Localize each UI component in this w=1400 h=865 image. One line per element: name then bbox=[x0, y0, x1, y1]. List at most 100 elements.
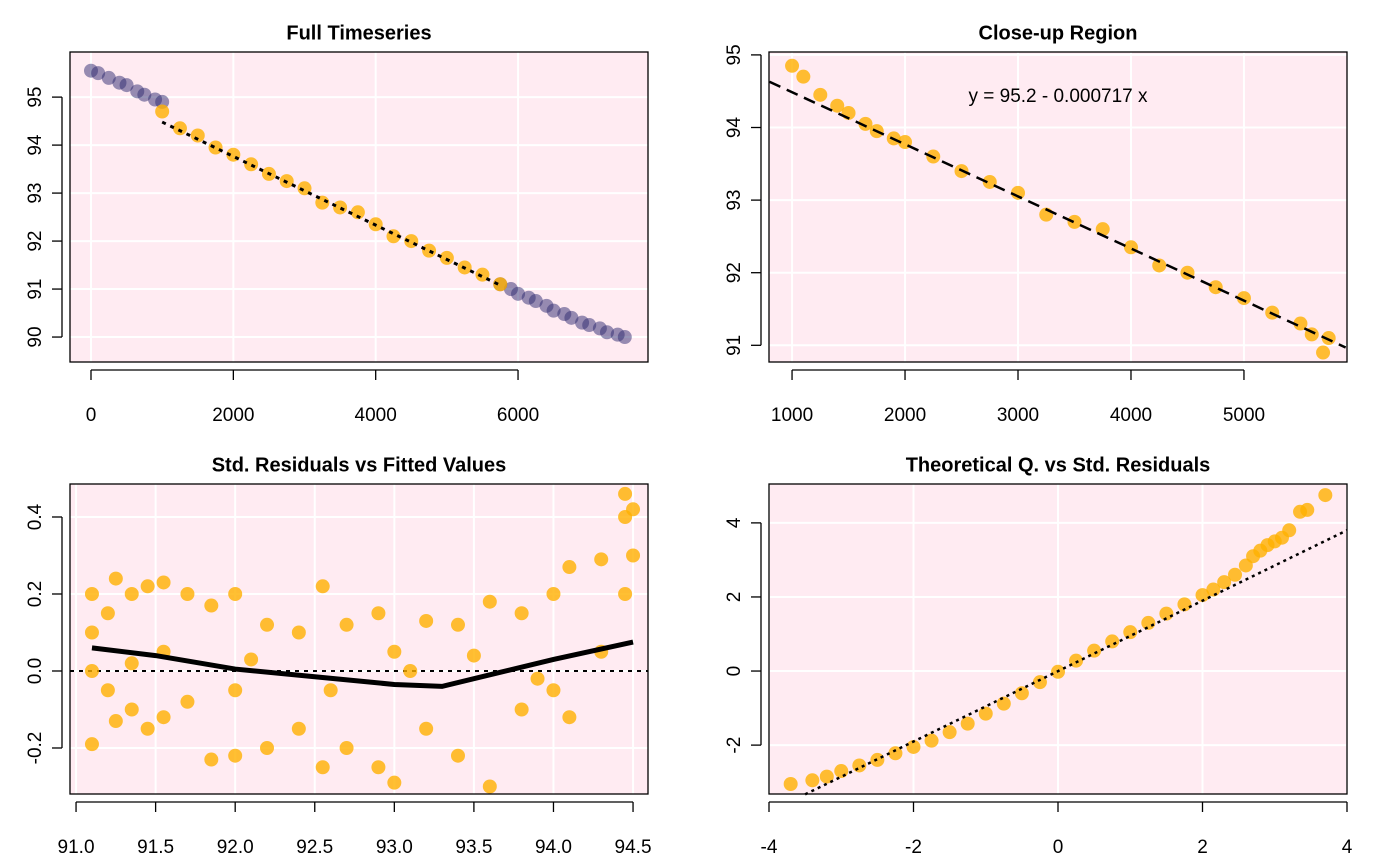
x-tick-label: 4 bbox=[1342, 837, 1353, 858]
point bbox=[204, 752, 219, 767]
point bbox=[594, 552, 609, 567]
x-tick-label: 1000 bbox=[771, 405, 813, 426]
point bbox=[582, 318, 597, 333]
point bbox=[137, 87, 152, 102]
y-tick-label: -0.2 bbox=[25, 732, 46, 765]
point bbox=[546, 303, 561, 318]
point bbox=[546, 683, 561, 698]
x-tick-label: 2000 bbox=[884, 405, 926, 426]
x-tick-label: 0 bbox=[1053, 837, 1064, 858]
y-tick-label: 94 bbox=[724, 117, 745, 139]
panel-title: Close-up Region bbox=[979, 22, 1138, 44]
point bbox=[101, 70, 116, 85]
point bbox=[1032, 675, 1047, 690]
point bbox=[260, 617, 275, 632]
point bbox=[564, 310, 579, 325]
point bbox=[156, 710, 171, 725]
point bbox=[323, 683, 338, 698]
point bbox=[403, 663, 418, 678]
panel-title: Std. Residuals vs Fitted Values bbox=[212, 454, 507, 476]
x-tick-label: 2000 bbox=[212, 405, 254, 426]
point bbox=[834, 764, 849, 779]
point bbox=[450, 617, 465, 632]
x-tick-label: -4 bbox=[761, 837, 778, 858]
point bbox=[1316, 345, 1331, 360]
point bbox=[84, 663, 99, 678]
point bbox=[978, 706, 993, 721]
point bbox=[84, 625, 99, 640]
plot-frame bbox=[69, 483, 649, 795]
y-tick-label: 2 bbox=[724, 592, 745, 603]
point bbox=[100, 606, 115, 621]
point bbox=[297, 181, 312, 196]
x-tick-label: 91.0 bbox=[58, 837, 95, 858]
x-tick-label: -2 bbox=[905, 837, 922, 858]
x-tick-label: 94.0 bbox=[535, 837, 572, 858]
point bbox=[870, 752, 885, 767]
point bbox=[482, 594, 497, 609]
point bbox=[1123, 240, 1138, 255]
y-tick-label: 0.2 bbox=[25, 581, 46, 607]
point bbox=[475, 267, 490, 282]
point bbox=[180, 694, 195, 709]
x-tick-label: 91.5 bbox=[137, 837, 174, 858]
y-tick-label: 93 bbox=[25, 183, 46, 204]
point bbox=[830, 98, 845, 113]
point bbox=[155, 94, 170, 109]
point bbox=[924, 733, 939, 748]
point bbox=[511, 286, 526, 301]
point bbox=[1069, 653, 1084, 668]
point bbox=[339, 740, 354, 755]
point bbox=[208, 140, 223, 155]
point bbox=[493, 277, 508, 292]
y-tick-label: 91 bbox=[724, 335, 745, 356]
point bbox=[422, 243, 437, 258]
point bbox=[626, 502, 641, 517]
point bbox=[466, 648, 481, 663]
point bbox=[1236, 291, 1251, 306]
point bbox=[228, 748, 243, 763]
point bbox=[1208, 280, 1223, 295]
point bbox=[124, 656, 139, 671]
point bbox=[906, 739, 921, 754]
x-tick-label: 94.5 bbox=[615, 837, 652, 858]
point bbox=[228, 586, 243, 601]
y-tick-label: 4 bbox=[724, 517, 745, 528]
point bbox=[783, 777, 798, 791]
point bbox=[1282, 523, 1297, 538]
x-tick-label: 4000 bbox=[1110, 405, 1152, 426]
y-tick-label: 95 bbox=[25, 87, 46, 108]
point bbox=[1011, 185, 1026, 200]
point bbox=[180, 586, 195, 601]
x-tick-label: 4000 bbox=[355, 405, 397, 426]
x-tick-label: 92.0 bbox=[217, 837, 254, 858]
point bbox=[530, 671, 545, 686]
point bbox=[84, 586, 99, 601]
y-tick-label: 93 bbox=[724, 190, 745, 211]
plot-background bbox=[70, 484, 648, 794]
point bbox=[514, 606, 529, 621]
point bbox=[1228, 567, 1243, 582]
point bbox=[819, 769, 834, 784]
panel-title: Theoretical Q. vs Std. Residuals bbox=[906, 454, 1211, 476]
x-tick-label: 93.0 bbox=[376, 837, 413, 858]
point bbox=[1123, 625, 1138, 640]
fit-line bbox=[91, 639, 634, 689]
plot-frame bbox=[768, 51, 1348, 363]
x-tick-label: 6000 bbox=[497, 405, 539, 426]
plot-background bbox=[769, 52, 1347, 362]
annotation: y = 95.2 - 0.000717 x bbox=[968, 86, 1148, 107]
point bbox=[858, 116, 873, 131]
plot-frame bbox=[768, 483, 1348, 795]
point bbox=[315, 579, 330, 594]
point bbox=[1217, 575, 1232, 590]
point bbox=[1141, 615, 1156, 630]
x-tick-label: 3000 bbox=[997, 405, 1039, 426]
point bbox=[119, 78, 134, 93]
point bbox=[626, 548, 641, 563]
point bbox=[140, 721, 155, 736]
point bbox=[1300, 502, 1315, 517]
x-tick-label: 5000 bbox=[1223, 405, 1265, 426]
point bbox=[960, 716, 975, 731]
point bbox=[156, 575, 171, 590]
